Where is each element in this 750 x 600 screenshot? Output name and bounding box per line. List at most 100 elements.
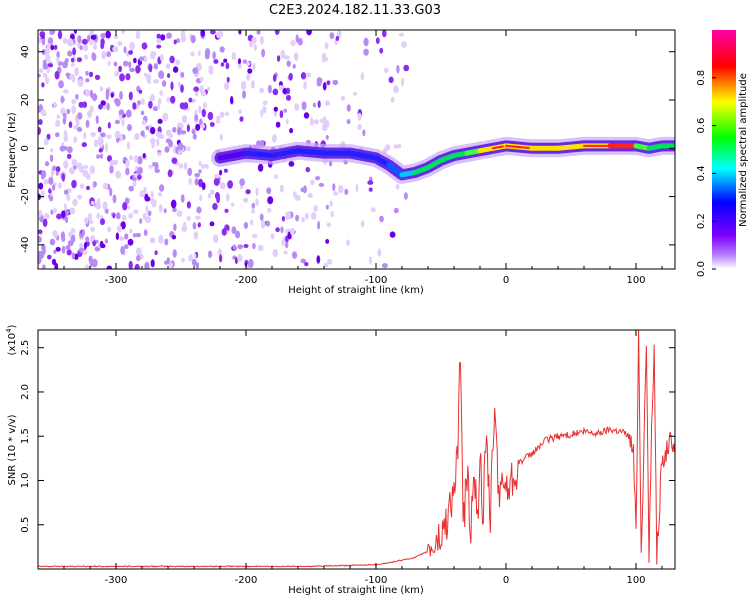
colorbar-tick-label: 0.8 bbox=[696, 70, 707, 86]
noise-speckle bbox=[66, 146, 73, 154]
noise-speckle bbox=[396, 64, 400, 74]
noise-speckle bbox=[98, 148, 103, 153]
noise-speckle bbox=[194, 91, 199, 97]
noise-speckle bbox=[231, 52, 236, 61]
noise-speckle bbox=[164, 146, 170, 153]
spectrogram-y-tick-label: 0 bbox=[20, 145, 31, 151]
noise-speckle bbox=[93, 181, 97, 188]
noise-speckle bbox=[106, 102, 110, 111]
noise-speckle bbox=[183, 102, 189, 110]
noise-speckle bbox=[175, 38, 181, 43]
noise-speckle bbox=[118, 65, 122, 73]
noise-speckle bbox=[329, 200, 333, 207]
noise-speckle bbox=[79, 45, 83, 50]
noise-speckle bbox=[84, 264, 90, 269]
noise-speckle bbox=[107, 226, 112, 233]
noise-speckle bbox=[329, 32, 335, 40]
noise-speckle bbox=[69, 207, 76, 215]
noise-speckle bbox=[56, 213, 62, 220]
noise-speckle bbox=[252, 233, 258, 238]
noise-speckle bbox=[46, 67, 50, 73]
noise-speckle bbox=[253, 43, 257, 52]
noise-speckle bbox=[97, 126, 102, 133]
noise-speckle bbox=[90, 226, 95, 232]
noise-speckle bbox=[109, 165, 114, 174]
noise-speckle bbox=[42, 264, 46, 269]
noise-speckle bbox=[288, 161, 295, 167]
noise-speckle bbox=[216, 195, 221, 204]
noise-speckle bbox=[143, 72, 148, 78]
noise-speckle bbox=[50, 209, 54, 215]
noise-speckle bbox=[293, 191, 297, 199]
noise-speckle bbox=[143, 229, 148, 237]
noise-speckle bbox=[84, 89, 91, 97]
noise-speckle bbox=[332, 79, 339, 86]
snr-x-tick-label: -300 bbox=[105, 575, 128, 586]
noise-speckle bbox=[156, 33, 161, 39]
noise-speckle bbox=[128, 260, 133, 269]
noise-speckle bbox=[61, 210, 66, 218]
noise-speckle bbox=[113, 61, 118, 67]
noise-speckle bbox=[135, 232, 141, 238]
noise-speckle bbox=[166, 32, 172, 39]
noise-speckle bbox=[271, 134, 277, 143]
colorbar-label: Normalized spectral amplitude bbox=[738, 73, 749, 227]
noise-speckle bbox=[284, 55, 290, 60]
noise-speckle bbox=[105, 88, 110, 98]
noise-speckle bbox=[252, 62, 256, 71]
noise-speckle bbox=[171, 235, 177, 240]
noise-speckle bbox=[310, 117, 314, 126]
noise-speckle bbox=[86, 173, 91, 181]
noise-speckle bbox=[38, 73, 41, 78]
noise-speckle bbox=[292, 64, 296, 69]
noise-speckle bbox=[362, 129, 366, 137]
noise-speckle bbox=[133, 57, 137, 64]
noise-speckle bbox=[84, 217, 89, 225]
noise-speckle bbox=[112, 213, 116, 219]
noise-speckle bbox=[285, 94, 292, 101]
noise-speckle bbox=[281, 239, 285, 246]
noise-speckle bbox=[200, 164, 206, 169]
noise-speckle bbox=[180, 30, 186, 39]
spectrogram-x-tick-label: -300 bbox=[105, 275, 128, 286]
noise-speckle bbox=[137, 155, 143, 165]
noise-speckle bbox=[198, 105, 202, 114]
noise-speckle bbox=[188, 97, 193, 103]
noise-speckle bbox=[216, 119, 220, 124]
noise-speckle bbox=[123, 156, 127, 162]
noise-speckle bbox=[393, 207, 399, 214]
noise-speckle bbox=[332, 183, 336, 192]
noise-speckle bbox=[78, 247, 84, 253]
noise-speckle bbox=[122, 214, 127, 221]
noise-speckle bbox=[192, 133, 197, 140]
noise-speckle bbox=[227, 180, 234, 189]
noise-speckle bbox=[150, 126, 156, 135]
noise-speckle bbox=[71, 179, 77, 189]
noise-speckle bbox=[136, 247, 142, 256]
noise-speckle bbox=[367, 180, 374, 185]
noise-speckle bbox=[223, 82, 230, 90]
noise-speckle bbox=[49, 154, 54, 163]
noise-speckle bbox=[377, 248, 382, 257]
noise-speckle bbox=[72, 38, 76, 44]
noise-speckle bbox=[168, 139, 174, 148]
noise-speckle bbox=[134, 132, 140, 141]
noise-speckle bbox=[381, 263, 388, 269]
noise-speckle bbox=[395, 183, 400, 190]
noise-speckle bbox=[237, 58, 242, 65]
noise-speckle bbox=[114, 130, 121, 139]
snr-panel: -300 -200 -100 0 100 0.5 1.0 1.5 2.0 2.5 Height o… bbox=[5, 324, 676, 596]
noise-speckle bbox=[44, 161, 50, 167]
noise-speckle bbox=[65, 245, 71, 250]
noise-speckle bbox=[290, 227, 295, 236]
noise-speckle bbox=[153, 78, 160, 84]
noise-speckle bbox=[38, 68, 44, 73]
noise-speckle bbox=[137, 100, 141, 106]
noise-speckle bbox=[124, 233, 129, 240]
noise-speckle bbox=[81, 229, 86, 236]
noise-speckle bbox=[340, 95, 346, 101]
noise-speckle bbox=[210, 30, 216, 35]
noise-speckle bbox=[157, 192, 163, 197]
signal-segment bbox=[217, 150, 249, 161]
noise-speckle bbox=[283, 108, 288, 113]
